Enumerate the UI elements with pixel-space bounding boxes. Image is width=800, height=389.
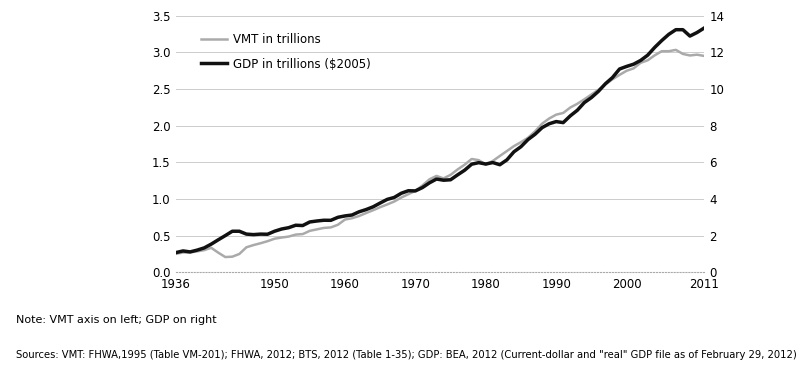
VMT in trillions (516, 140, 526, 144)
GDP in trillions ($2005) (594, 89, 603, 94)
GDP in trillions ($2005) (171, 250, 181, 255)
Line: GDP in trillions ($2005): GDP in trillions ($2005) (176, 28, 704, 252)
GDP in trillions ($2005) (699, 26, 709, 30)
VMT in trillions (453, 167, 462, 172)
Text: Note: VMT axis on left; GDP on right: Note: VMT axis on left; GDP on right (16, 315, 217, 325)
VMT in trillions (171, 251, 181, 256)
VMT in trillions (221, 255, 230, 259)
VMT in trillions (671, 47, 681, 52)
VMT in trillions (227, 254, 237, 259)
VMT in trillions (601, 82, 610, 87)
GDP in trillions ($2005) (446, 177, 455, 182)
Text: Sources: VMT: FHWA,1995 (Table VM-201); FHWA, 2012; BTS, 2012 (Table 1-35); GDP:: Sources: VMT: FHWA,1995 (Table VM-201); … (16, 350, 797, 360)
VMT in trillions (530, 129, 540, 134)
VMT in trillions (699, 54, 709, 58)
GDP in trillions ($2005) (509, 149, 518, 154)
VMT in trillions (362, 211, 371, 216)
GDP in trillions ($2005) (523, 137, 533, 142)
GDP in trillions ($2005) (354, 209, 364, 214)
Line: VMT in trillions: VMT in trillions (176, 50, 704, 257)
Legend: VMT in trillions, GDP in trillions ($2005): VMT in trillions, GDP in trillions ($200… (198, 29, 374, 74)
GDP in trillions ($2005) (221, 233, 230, 238)
